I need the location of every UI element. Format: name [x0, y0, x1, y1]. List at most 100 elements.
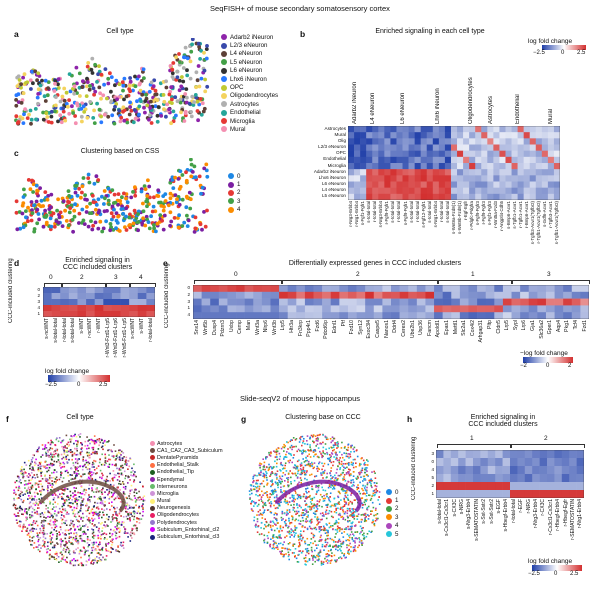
heatmap-cell: [499, 169, 506, 176]
heatmap-cell: [563, 305, 573, 313]
tissue-dot: [328, 510, 331, 512]
cell-dot: [44, 111, 49, 116]
cluster-dot: [145, 194, 150, 198]
tissue-dot: [285, 495, 287, 498]
tissue-dot: [356, 518, 359, 520]
tissue-dot: [130, 513, 132, 516]
heatmap-cell: [529, 187, 537, 195]
tissue-dot: [55, 530, 58, 532]
cluster-dot: [180, 197, 185, 202]
heatmap-cell: [517, 187, 524, 195]
tissue-dot: [79, 451, 82, 454]
tissue-dot: [305, 502, 308, 505]
column-label: s-total-total: [70, 318, 77, 343]
tissue-dot: [348, 548, 350, 551]
heatmap-cell: [434, 305, 443, 313]
heatmap-cell: [493, 187, 500, 195]
heatmap-cell: [354, 181, 361, 188]
tissue-dot: [17, 520, 20, 523]
panel-a-legend-label: Adarb2 iNeuron: [230, 33, 274, 41]
tissue-dot: [275, 524, 277, 526]
heatmap-cell: [43, 293, 52, 300]
tissue-dot: [319, 433, 321, 436]
tissue-dot: [40, 491, 42, 494]
tissue-dot: [92, 463, 95, 465]
cell-dot: [85, 76, 89, 81]
tissue-dot: [353, 515, 355, 518]
cluster-dot: [15, 227, 20, 232]
row-label: 0: [37, 287, 40, 292]
tissue-dot: [139, 496, 141, 499]
heatmap-cell: [580, 291, 589, 299]
heatmap-cell: [475, 181, 482, 188]
heatmap-cell: [86, 293, 95, 300]
tissue-dot: [65, 458, 68, 460]
tissue-dot: [276, 519, 278, 522]
heatmap-cell: [528, 298, 538, 306]
tissue-dot: [118, 531, 121, 533]
tissue-dot: [138, 506, 140, 509]
cell-dot: [103, 67, 108, 71]
tissue-dot: [117, 550, 119, 552]
heatmap-cell: [493, 132, 500, 139]
tissue-dot: [53, 492, 56, 495]
cluster-dot: [200, 227, 204, 232]
heatmap-cell: [523, 126, 531, 133]
cluster-dot: [30, 178, 34, 183]
tissue-dot: [93, 562, 95, 564]
cluster-dot: [205, 174, 210, 179]
tissue-dot: [78, 496, 81, 498]
heatmap-cell: [463, 132, 470, 139]
tissue-dot: [75, 475, 77, 477]
tissue-dot: [28, 507, 31, 510]
tissue-dot: [50, 556, 53, 558]
tissue-dot: [59, 476, 62, 479]
tissue-dot: [262, 468, 264, 471]
tissue-dot: [329, 537, 332, 540]
column-label: Usp36: [418, 320, 425, 335]
heatmap-cell: [348, 193, 355, 200]
heatmap-cell: [553, 193, 560, 200]
tissue-dot: [116, 549, 119, 552]
cluster-dot: [89, 211, 94, 215]
tissue-dot: [62, 556, 65, 558]
heatmap-cell: [547, 181, 555, 188]
cell-dot: [174, 55, 179, 59]
cluster-dot: [85, 205, 89, 209]
tissue-dot: [41, 478, 44, 480]
tissue-dot: [356, 486, 358, 489]
tissue-dot: [43, 527, 45, 529]
tissue-dot: [51, 556, 54, 558]
tissue-dot: [61, 553, 63, 556]
cell-dot: [74, 65, 79, 70]
tissue-dot: [343, 512, 346, 515]
tissue-dot: [319, 526, 321, 528]
tissue-dot: [109, 496, 111, 498]
tissue-dot: [333, 511, 336, 513]
group-number: 3: [114, 274, 118, 281]
tissue-dot: [301, 538, 304, 540]
tissue-dot: [333, 448, 335, 451]
tissue-dot: [356, 531, 359, 533]
tissue-dot: [67, 441, 70, 444]
tissue-dot: [365, 469, 367, 471]
tissue-dot: [100, 499, 102, 501]
tissue-dot: [92, 559, 94, 562]
tissue-dot: [114, 526, 117, 528]
tissue-dot: [35, 520, 38, 523]
heatmap-cell: [347, 285, 357, 293]
panel-d-colorbar: log fold change −2.5 0 2.5: [45, 368, 135, 390]
tissue-dot: [37, 540, 39, 543]
heatmap-cell: [511, 126, 518, 133]
tissue-dot: [330, 470, 332, 472]
tissue-dot: [98, 461, 101, 464]
tissue-dot: [308, 525, 311, 528]
cluster-dot: [110, 188, 115, 192]
cluster-dot: [101, 226, 106, 231]
heatmap-cell: [505, 175, 512, 182]
tissue-dot: [363, 487, 366, 489]
tissue-dot: [125, 459, 127, 461]
tissue-dot: [113, 529, 116, 531]
tissue-dot: [68, 540, 70, 542]
heatmap-cell: [535, 181, 543, 188]
